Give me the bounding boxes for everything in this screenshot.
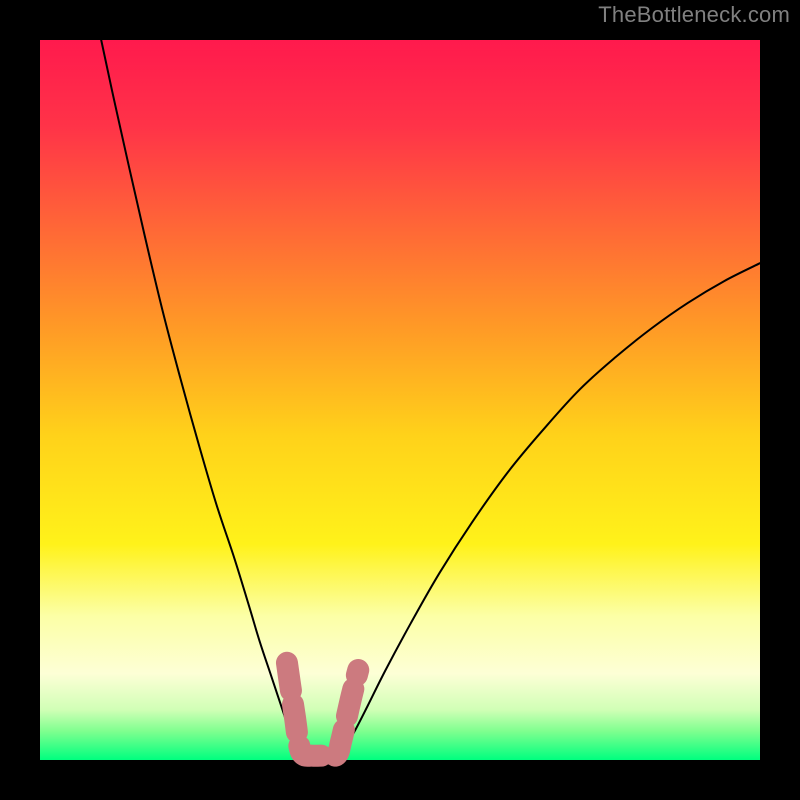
watermark-text: TheBottleneck.com: [598, 2, 790, 28]
plot-background: [40, 40, 760, 760]
bottleneck-chart: [0, 0, 800, 800]
chart-stage: TheBottleneck.com: [0, 0, 800, 800]
